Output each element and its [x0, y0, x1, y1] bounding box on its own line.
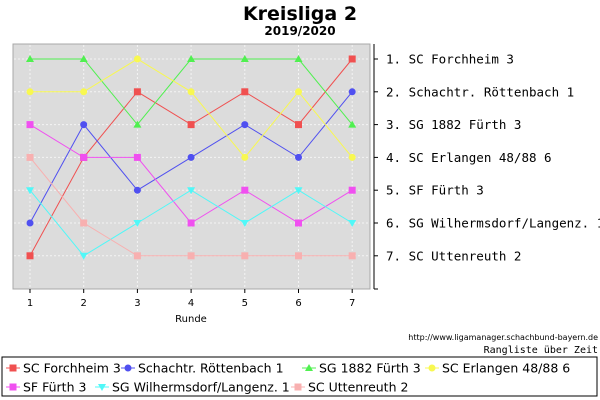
- data-point: [133, 120, 142, 128]
- data-point: [241, 121, 249, 129]
- x-axis: 1 2 3 4 5 6 7: [27, 289, 355, 309]
- data-point: [80, 88, 88, 96]
- data-point: [26, 187, 34, 195]
- legend-item: SF Fürth 3: [6, 380, 86, 395]
- rank-label: 3. SG 1882 Fürth 3: [386, 117, 521, 132]
- legend-label: SC Erlangen 48/88 6: [442, 361, 570, 376]
- x-tick-label: 6: [295, 298, 301, 309]
- data-point: [187, 219, 195, 227]
- series-markers: [26, 55, 357, 260]
- data-point: [348, 220, 357, 227]
- data-point: [241, 88, 249, 96]
- data-point: [348, 153, 356, 161]
- rank-label: 2. Schachtr. Röttenbach 1: [386, 84, 574, 99]
- rank-label: 5. SF Fürth 3: [386, 183, 484, 198]
- data-point: [294, 187, 303, 195]
- legend-item: SC Forchheim 3: [6, 361, 121, 376]
- legend-label: SG Wilhermsdorf/Langenz. 1: [112, 380, 290, 395]
- data-point: [295, 121, 302, 129]
- x-tick-label: 3: [134, 298, 140, 309]
- legend-item: SC Erlangen 48/88 6: [425, 361, 570, 376]
- data-point: [348, 88, 356, 96]
- data-point: [240, 55, 249, 62]
- data-point: [241, 252, 249, 260]
- x-tick-label: 7: [349, 298, 355, 309]
- data-point: [295, 219, 302, 227]
- data-point: [133, 88, 141, 96]
- data-point: [241, 153, 249, 161]
- legend-item: Schachtr. Röttenbach 1: [121, 361, 284, 376]
- data-point: [187, 187, 196, 195]
- data-point: [187, 55, 196, 62]
- legend-marker: [9, 383, 17, 391]
- legend-label: Schachtr. Röttenbach 1: [138, 361, 284, 376]
- data-point: [348, 55, 356, 63]
- data-point: [80, 153, 88, 161]
- x-axis-label: Runde: [175, 314, 207, 325]
- data-point: [133, 220, 142, 227]
- data-point: [187, 88, 195, 96]
- legend-label: SF Fürth 3: [23, 380, 86, 395]
- chart-subtitle: 2019/2020: [264, 24, 335, 38]
- rank-label: 7. SC Uttenreuth 2: [386, 248, 521, 263]
- footer-url: http://www.ligamanager.schachbund-bayern…: [408, 333, 598, 342]
- legend-label: SG 1882 Fürth 3: [319, 361, 421, 376]
- data-point: [133, 55, 141, 63]
- data-point: [187, 252, 195, 260]
- legend-label: SC Forchheim 3: [23, 361, 121, 376]
- data-point: [241, 186, 249, 194]
- data-point: [26, 252, 34, 260]
- data-point: [26, 153, 34, 161]
- data-point: [133, 153, 141, 161]
- rank-label: 6. SG Wilhermsdorf/Langenz. 1: [386, 216, 600, 231]
- data-point: [240, 220, 249, 227]
- legend-marker: [124, 364, 132, 372]
- legend-marker: [9, 364, 17, 372]
- chart-title: Kreisliga 2: [243, 3, 357, 25]
- legend-item: SG 1882 Fürth 3: [302, 361, 421, 376]
- data-point: [294, 55, 303, 62]
- data-point: [187, 153, 195, 161]
- data-point: [133, 252, 141, 260]
- legend-marker: [305, 364, 313, 371]
- data-point: [79, 252, 88, 260]
- legend-marker: [294, 383, 302, 391]
- legend-marker: [428, 364, 436, 372]
- data-point: [26, 121, 34, 129]
- footer-caption: Rangliste über Zeit: [484, 345, 598, 356]
- data-point: [26, 55, 34, 62]
- data-point: [348, 252, 356, 260]
- data-point: [295, 252, 302, 260]
- x-tick-label: 2: [81, 298, 87, 309]
- legend-marker: [98, 384, 106, 391]
- x-tick-label: 4: [188, 298, 194, 309]
- data-point: [348, 120, 357, 128]
- x-tick-label: 5: [242, 298, 248, 309]
- data-point: [295, 153, 302, 161]
- rank-axis: 1. SC Forchheim 3 2. Schachtr. Röttenbach…: [373, 44, 600, 290]
- data-point: [80, 219, 88, 227]
- legend-item: SC Uttenreuth 2: [291, 380, 408, 395]
- legend-label: SC Uttenreuth 2: [308, 380, 408, 395]
- legend: SC Forchheim 3 Schachtr. Röttenbach 1 SG 1…: [6, 361, 570, 395]
- data-point: [295, 88, 302, 96]
- data-point: [348, 186, 356, 194]
- data-point: [26, 88, 34, 96]
- rank-label: 1. SC Forchheim 3: [386, 52, 514, 67]
- data-point: [79, 55, 88, 62]
- legend-item: SG Wilhermsdorf/Langenz. 1: [95, 380, 290, 395]
- rank-label: 4. SC Erlangen 48/88 6: [386, 150, 552, 165]
- data-point: [187, 121, 195, 129]
- data-point: [133, 186, 141, 194]
- x-tick-label: 1: [27, 298, 33, 309]
- data-point: [80, 121, 88, 129]
- data-point: [26, 219, 34, 227]
